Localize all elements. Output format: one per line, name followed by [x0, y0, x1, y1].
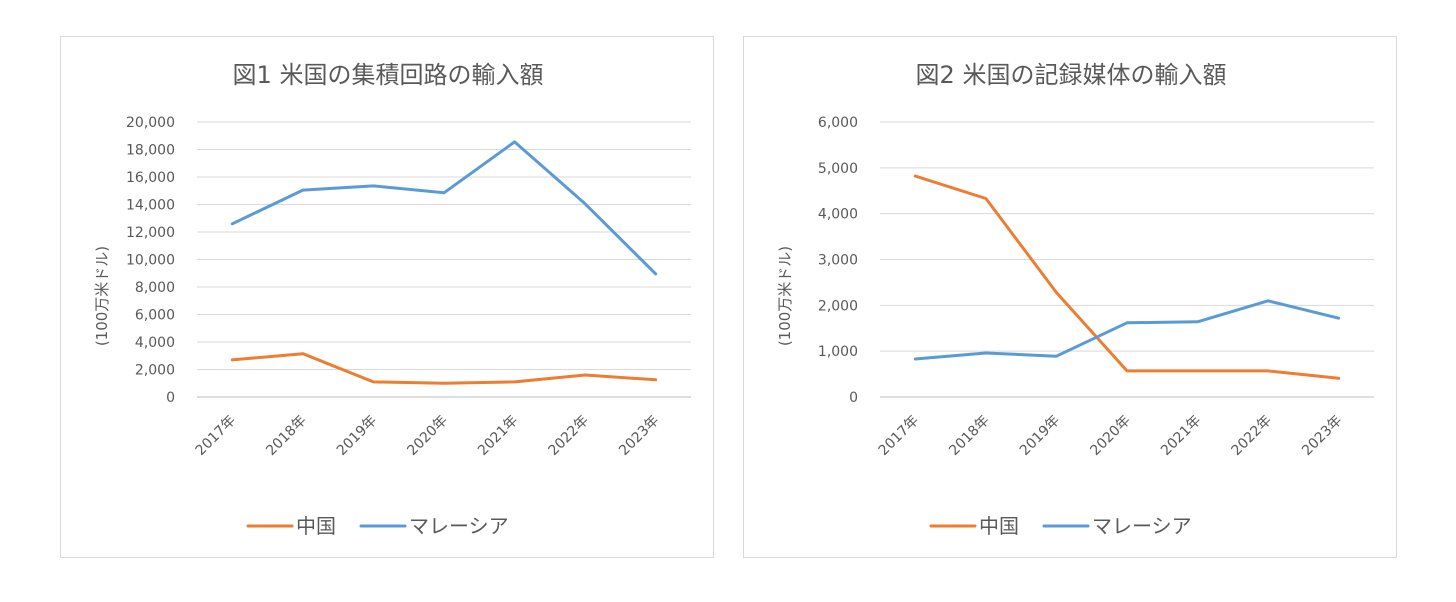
y-tick-label: 3,000	[818, 253, 858, 269]
x-tick-label: 2018年	[946, 413, 992, 459]
y-tick-label: 5,000	[818, 161, 858, 177]
series-line-china	[230, 352, 658, 385]
y-tick-label: 20,000	[126, 115, 175, 131]
chart-2-svg: 図2 米国の記録媒体の輸入額 (100万米ドル) 0 1,000 2,000 3,00…	[776, 61, 1374, 538]
y-tick-label: 0	[166, 390, 175, 406]
y-tick-label: 6,000	[135, 308, 175, 324]
y-tick-label: 2,000	[818, 298, 858, 314]
x-tick-label: 2023年	[1299, 413, 1345, 459]
x-tick-label: 2021年	[1158, 413, 1204, 459]
x-tick-label: 2022年	[1229, 413, 1275, 459]
legend-label: マレーシア	[1092, 514, 1192, 538]
x-tick-label: 2017年	[876, 413, 922, 459]
y-tick-label: 18,000	[126, 143, 175, 159]
x-tick-label: 2022年	[546, 413, 592, 459]
y-tick-label: 0	[849, 390, 858, 406]
series-line-china	[913, 174, 1341, 380]
chart-panel-2: 図2 米国の記録媒体の輸入額 (100万米ドル) 0 1,000 2,000 3,00…	[743, 36, 1397, 558]
x-tick-label: 2018年	[263, 413, 309, 459]
y-tick-label: 6,000	[818, 115, 858, 131]
y-tick-label: 14,000	[126, 198, 175, 214]
chart-title: 図2 米国の記録媒体の輸入額	[916, 61, 1227, 89]
x-tick-label: 2020年	[404, 413, 450, 459]
chart-1-svg: 図1 米国の集積回路の輸入額 (100万米ドル) 0 2,000 4,000 6,00…	[93, 61, 691, 538]
legend-label: 中国	[979, 514, 1019, 538]
x-tick-label: 2017年	[193, 413, 239, 459]
x-tick-label: 2021年	[475, 413, 521, 459]
x-tick-label: 2020年	[1087, 413, 1133, 459]
legend-label: 中国	[296, 514, 336, 538]
y-tick-label: 2,000	[135, 363, 175, 379]
x-tick-label: 2023年	[616, 413, 662, 459]
y-axis-label: (100万米ドル)	[776, 246, 794, 346]
y-tick-label: 16,000	[126, 170, 175, 186]
x-tick-label: 2019年	[334, 413, 380, 459]
y-tick-label: 1,000	[818, 344, 858, 360]
x-tick-label: 2019年	[1017, 413, 1063, 459]
chart-panel-1: 図1 米国の集積回路の輸入額 (100万米ドル) 0 2,000 4,000 6,00…	[60, 36, 714, 558]
y-tick-label: 4,000	[135, 335, 175, 351]
legend-label: マレーシア	[409, 514, 509, 538]
y-tick-label: 4,000	[818, 207, 858, 223]
series-line-malaysia	[913, 299, 1341, 361]
chart-title: 図1 米国の集積回路の輸入額	[233, 61, 544, 89]
series-line-malaysia	[230, 140, 658, 276]
y-tick-label: 12,000	[126, 225, 175, 241]
y-axis-label: (100万米ドル)	[93, 246, 111, 346]
y-tick-label: 10,000	[126, 253, 175, 269]
y-tick-label: 8,000	[135, 280, 175, 296]
